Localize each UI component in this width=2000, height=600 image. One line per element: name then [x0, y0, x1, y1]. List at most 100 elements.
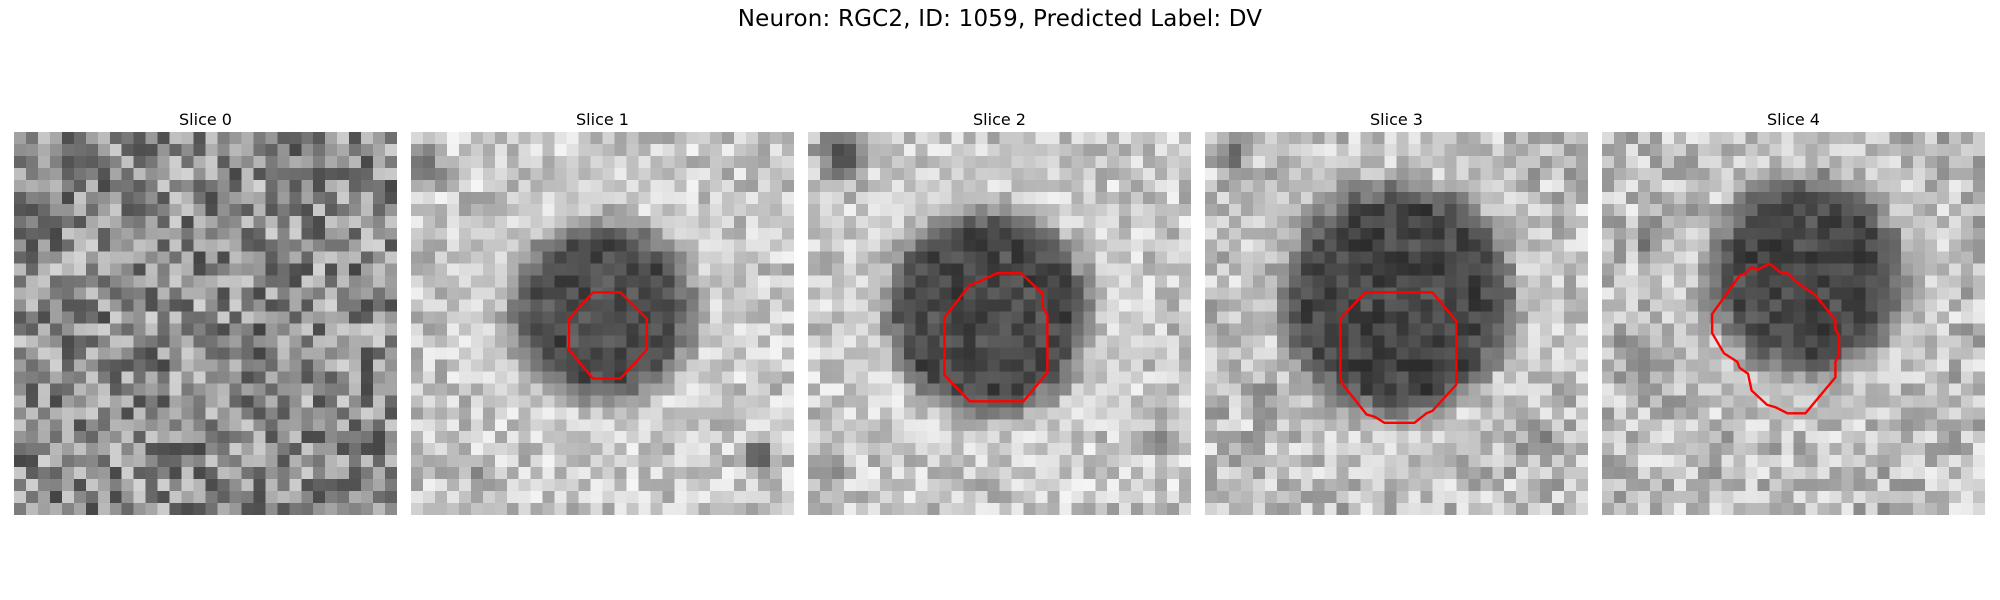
pixel	[25, 383, 39, 396]
pixel	[1300, 335, 1313, 348]
pixel	[650, 287, 663, 300]
pixel	[999, 335, 1012, 348]
pixel	[1444, 155, 1457, 169]
pixel	[1973, 299, 1985, 312]
pixel	[241, 419, 254, 432]
pixel	[1276, 347, 1290, 360]
pixel	[963, 443, 976, 456]
pixel	[674, 323, 687, 336]
pixel	[1288, 263, 1301, 276]
pixel	[1949, 203, 1962, 217]
pixel	[1468, 455, 1481, 468]
pixel	[1071, 251, 1084, 264]
pixel	[662, 227, 675, 240]
pixel	[97, 263, 110, 276]
pixel	[325, 275, 338, 288]
pixel	[758, 491, 771, 504]
pixel	[1925, 239, 1938, 252]
pixel	[1348, 143, 1361, 157]
pixel	[157, 239, 170, 252]
pixel	[650, 431, 663, 444]
pixel	[831, 323, 845, 336]
pixel	[770, 347, 783, 360]
pixel	[61, 395, 75, 408]
pixel	[554, 419, 567, 432]
pixel	[530, 132, 543, 145]
pixel	[999, 503, 1012, 515]
pixel	[819, 203, 833, 217]
pixel	[1721, 179, 1734, 193]
pixel	[1613, 275, 1627, 288]
pixel	[14, 311, 27, 324]
pixel	[530, 251, 543, 264]
pixel	[1131, 407, 1144, 420]
pixel	[145, 227, 158, 240]
pixel	[229, 479, 242, 492]
pixel	[217, 191, 230, 205]
pixel	[879, 227, 893, 240]
pixel	[1925, 323, 1938, 336]
pixel	[1937, 407, 1950, 420]
pixel	[1564, 287, 1577, 300]
pixel	[73, 179, 87, 193]
pixel	[867, 155, 881, 169]
pixel	[1059, 311, 1072, 324]
pixel	[482, 239, 496, 252]
pixel	[1564, 503, 1577, 515]
pixel	[975, 359, 988, 372]
pixel	[915, 215, 928, 228]
pixel	[1793, 251, 1806, 264]
pixel	[1817, 287, 1830, 300]
pixel	[253, 323, 266, 336]
pixel	[1781, 359, 1794, 372]
pixel	[1420, 359, 1433, 372]
pixel	[1228, 239, 1242, 252]
pixel	[97, 443, 110, 456]
pixel	[133, 191, 146, 205]
pixel	[1745, 347, 1758, 360]
pixel	[349, 299, 362, 312]
pixel	[1504, 263, 1517, 276]
pixel	[1107, 491, 1120, 504]
pixel	[411, 479, 424, 492]
pixel	[1083, 347, 1096, 360]
pixel	[1384, 179, 1397, 193]
pixel	[411, 179, 424, 193]
pixel	[566, 227, 579, 240]
pixel	[1276, 143, 1290, 157]
pixel	[470, 155, 484, 169]
pixel	[1264, 203, 1278, 217]
pixel	[385, 407, 397, 420]
pixel	[1564, 359, 1577, 372]
pixel	[1456, 323, 1469, 336]
pixel	[1432, 203, 1445, 217]
pixel	[554, 383, 567, 396]
pixel	[1071, 143, 1084, 157]
pixel	[770, 263, 783, 276]
pixel	[1047, 359, 1060, 372]
pixel	[626, 287, 639, 300]
pixel	[289, 263, 302, 276]
pixel	[61, 407, 75, 420]
pixel	[951, 203, 964, 217]
pixel	[470, 503, 484, 515]
pixel	[662, 251, 675, 264]
pixel	[1564, 143, 1577, 157]
pixel	[626, 155, 639, 169]
pixel	[927, 431, 940, 444]
pixel	[1372, 455, 1385, 468]
pixel	[1131, 203, 1144, 217]
pixel	[217, 227, 230, 240]
pixel	[1602, 251, 1615, 264]
pixel	[638, 371, 651, 384]
pixel	[470, 287, 484, 300]
pixel	[1071, 275, 1084, 288]
pixel	[349, 479, 362, 492]
pixel	[1107, 287, 1120, 300]
pixel	[1119, 227, 1132, 240]
pixel	[686, 239, 699, 252]
segmentation-contour	[567, 291, 648, 380]
pixel	[963, 215, 976, 228]
pixel	[1480, 491, 1493, 504]
pixel	[1276, 359, 1290, 372]
